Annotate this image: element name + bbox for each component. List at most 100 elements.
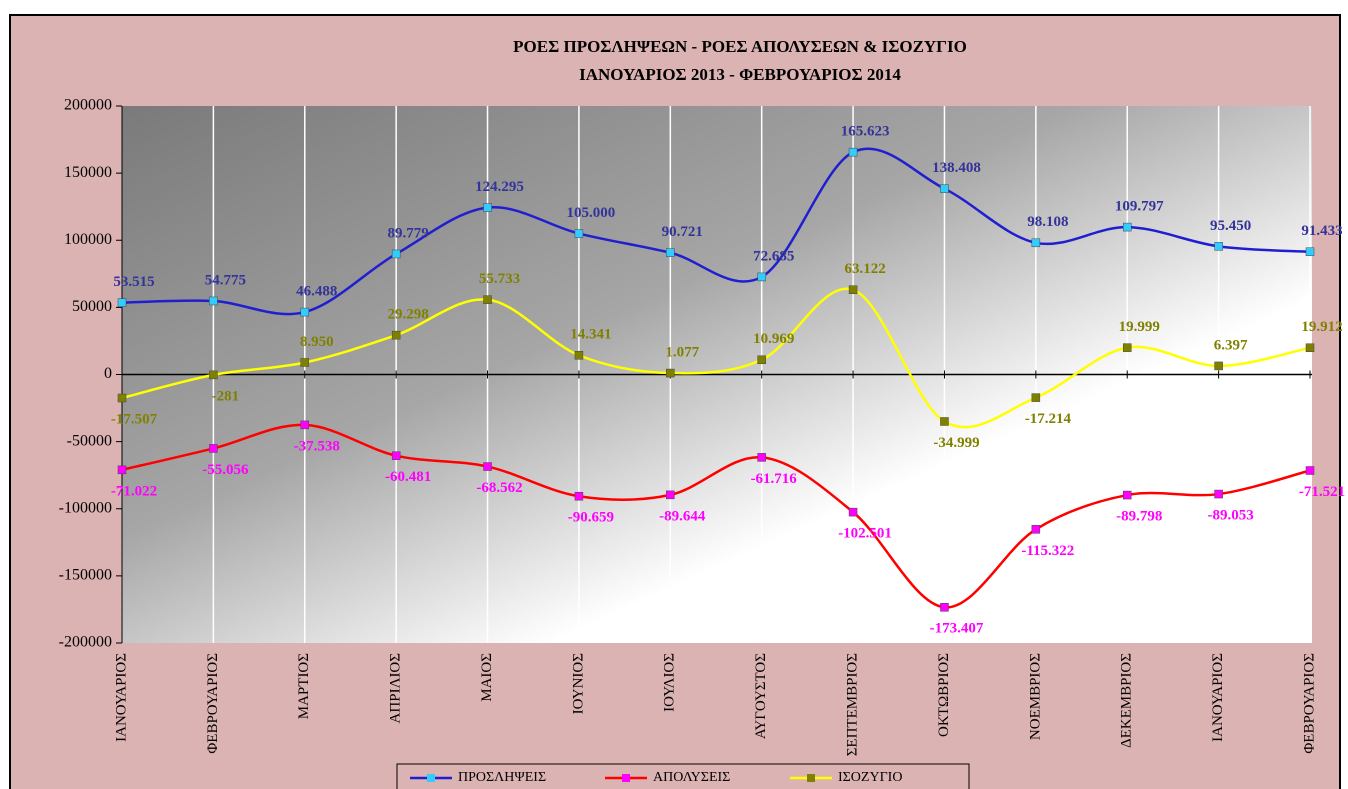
x-tick-label: ΙΑΝΟΥΑΡΙΟΣ [1210,653,1226,742]
marker [209,370,218,380]
legend-marker [807,774,815,782]
marker [848,285,858,295]
data-label: -102.501 [838,526,892,542]
legend-box [396,763,970,789]
data-label: -34.999 [933,435,979,451]
marker [757,272,766,282]
marker [209,444,218,453]
data-label: -89.798 [1116,508,1162,524]
marker [1214,361,1223,371]
marker [1031,238,1041,248]
data-label: -60.481 [385,469,431,485]
x-tick-label: ΜΑΡΤΙΟΣ [296,653,312,719]
data-label: 124.295 [475,179,524,195]
chart-subtitle: ΙΑΝΟΥΑΡΙΟΣ 2013 - ΦΕΒΡΟΥΑΡΙΟΣ 2014 [579,65,901,84]
marker [117,298,127,307]
marker [117,393,127,403]
series-line [121,423,1311,609]
data-label: -55.056 [202,462,249,478]
marker [1031,525,1041,534]
marker [1031,393,1041,402]
marker [300,307,310,317]
data-label: -71.521 [1299,484,1345,500]
data-label: 19.912 [1301,319,1342,335]
data-label: 105.000 [567,205,616,221]
marker [391,330,401,340]
y-tick-label: 50000 [72,298,112,315]
x-tick-label: ΣΕΠΤΕΜΒΡΙΟΣ [845,653,861,756]
marker [757,453,766,462]
data-label: 138.408 [932,160,981,176]
data-label: -71.022 [111,483,157,499]
data-label: 8.950 [300,334,334,350]
marker [1305,247,1315,257]
data-label: 14.341 [570,327,611,343]
y-tick-label: -200000 [59,634,112,651]
marker [209,296,218,306]
data-label: 54.775 [205,272,246,288]
marker [391,249,401,259]
chart-title: ΡΟΕΣ ΠΡΟΣΛΗΨΕΩΝ - ΡΟΕΣ ΑΠΟΛΥΣΕΩΝ & ΙΣΟΖΥ… [513,37,967,56]
y-tick-label: 0 [104,365,112,382]
data-label: 109.797 [1115,199,1164,215]
marker [848,147,858,157]
marker [940,417,949,426]
x-tick-label: ΦΕΒΡΟΥΑΡΙΟΣ [1301,653,1317,754]
data-label: 1.077 [665,344,699,360]
data-label: -17.214 [1025,411,1072,427]
series-line [121,147,1311,316]
marker [1122,490,1132,500]
marker [666,248,675,257]
data-label: 10.969 [753,331,794,347]
marker [940,184,949,193]
data-label: -281 [212,388,240,404]
x-tick-label: ΙΟΥΛΙΟΣ [662,653,678,712]
legend-label: ΙΣΟΖΥΓΙΟ [838,770,902,785]
x-tick-label: ΙΟΥΝΙΟΣ [570,653,586,714]
y-tick-label: 200000 [64,97,112,114]
y-tick-label: -150000 [59,567,112,584]
legend-marker [622,774,630,782]
data-label: 165.623 [841,124,890,140]
legend-label: ΑΠΟΛΥΣΕΙΣ [653,770,730,785]
marker [391,451,401,460]
data-label: 89.779 [388,225,429,241]
marker [848,507,858,517]
x-tick-label: ΜΑΙΟΣ [479,653,495,702]
y-tick-label: -100000 [59,499,112,516]
data-label: -37.538 [294,438,340,454]
data-label: 63.122 [844,261,885,277]
marker [117,465,127,475]
x-tick-label: ΔΕΚΕΜΒΡΙΟΣ [1119,653,1135,748]
y-tick-label: 150000 [64,164,112,181]
data-label: -17.507 [111,411,158,427]
marker [940,603,949,612]
marker [1305,343,1315,353]
marker [666,490,675,500]
data-label: -90.659 [568,510,614,526]
y-tick-label: 100000 [64,231,112,248]
marker [1122,343,1132,352]
data-label: 98.108 [1027,214,1068,230]
marker [757,355,766,365]
data-label: 90.721 [662,224,703,240]
data-label: 95.450 [1210,218,1251,234]
data-label: -173.407 [930,621,984,637]
marker [300,420,310,430]
data-label: 72.685 [753,248,794,264]
marker [1305,466,1315,475]
data-label: 46.488 [296,284,337,300]
marker [483,462,492,471]
marker [300,358,310,367]
legend-marker [427,774,435,782]
series-line [121,287,1311,429]
data-label: 19.999 [1119,319,1160,335]
x-tick-label: ΑΠΡΙΛΙΟΣ [388,653,404,723]
x-tick-label: ΑΥΓΟΥΣΤΟΣ [753,653,769,739]
data-label: 53.515 [113,274,154,290]
data-label: 91.433 [1301,223,1342,239]
marker [574,229,584,238]
data-label: 55.733 [479,271,520,287]
